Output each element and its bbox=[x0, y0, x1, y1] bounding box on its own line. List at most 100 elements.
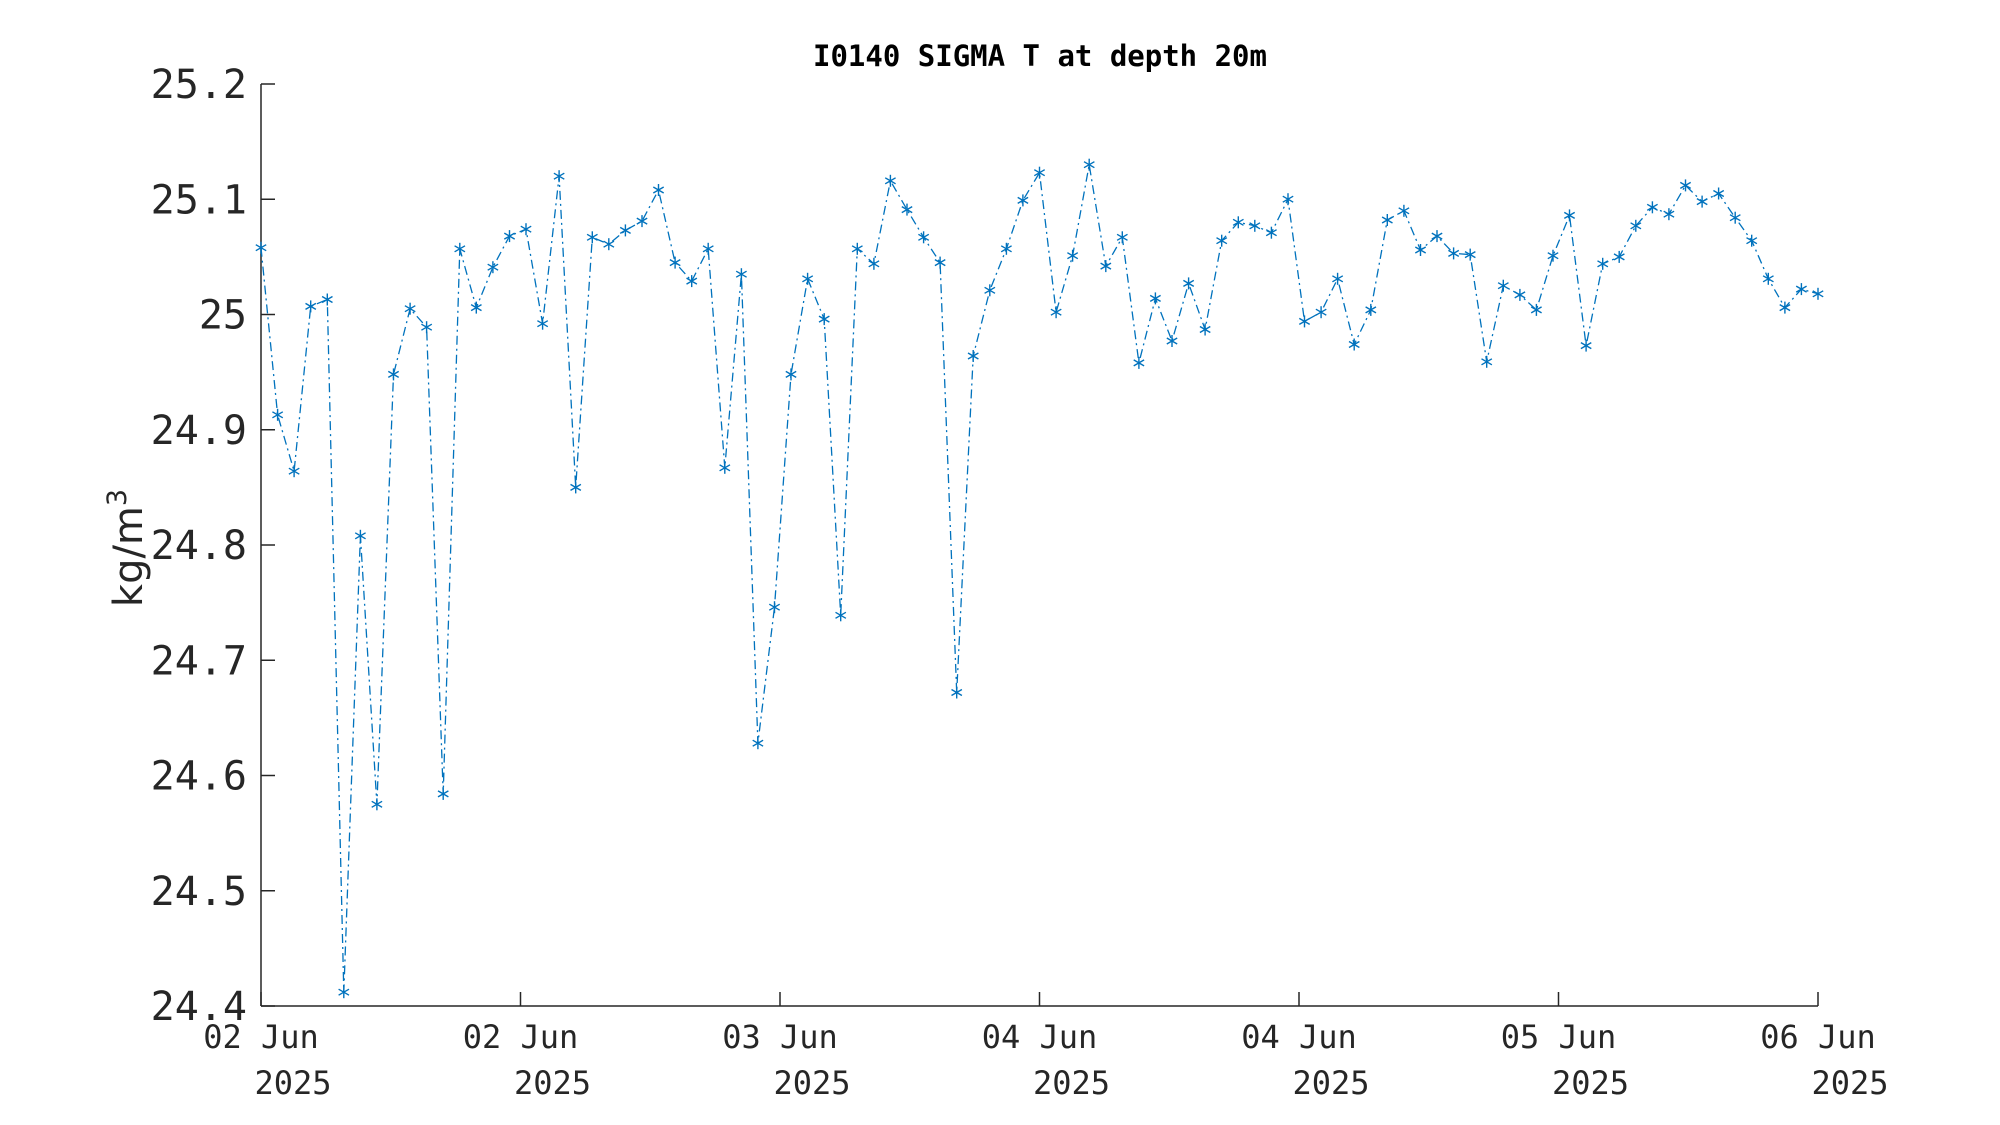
data-point bbox=[686, 275, 698, 288]
data-point bbox=[918, 231, 930, 244]
data-point bbox=[669, 256, 681, 269]
data-point bbox=[487, 261, 499, 274]
y-tick-label: 24.4 bbox=[151, 984, 247, 1030]
data-point bbox=[1232, 216, 1244, 229]
x-tick-label-year: 2025 bbox=[514, 1064, 591, 1102]
data-point bbox=[934, 256, 946, 269]
data-point bbox=[1746, 234, 1758, 247]
data-point bbox=[1149, 292, 1161, 305]
data-point bbox=[1199, 323, 1211, 336]
data-point bbox=[288, 465, 300, 478]
data-point bbox=[570, 481, 582, 494]
data-point bbox=[272, 408, 284, 421]
y-tick-label: 25.2 bbox=[151, 62, 247, 108]
data-point bbox=[1282, 193, 1294, 206]
data-point bbox=[1663, 208, 1675, 221]
data-point bbox=[1398, 204, 1410, 217]
data-point bbox=[652, 184, 665, 196]
data-point bbox=[1696, 195, 1708, 208]
data-point bbox=[1679, 179, 1692, 192]
y-axis-label-text: kg/m bbox=[106, 506, 152, 607]
y-axis-label-superscript: 3 bbox=[102, 489, 133, 506]
data-point bbox=[1365, 303, 1377, 316]
y-tick-label: 25 bbox=[199, 293, 247, 339]
data-point bbox=[1481, 355, 1493, 368]
x-tick-label-day: 03 Jun bbox=[722, 1018, 838, 1056]
data-point bbox=[1315, 306, 1327, 319]
data-point bbox=[1249, 219, 1261, 232]
data-point bbox=[1597, 257, 1609, 270]
data-point bbox=[735, 268, 747, 281]
data-point bbox=[1762, 272, 1774, 285]
y-tick-label: 24.7 bbox=[151, 638, 247, 684]
svg-text:kg/m3: kg/m3 bbox=[102, 489, 152, 607]
x-tick-label-year: 2025 bbox=[254, 1064, 331, 1102]
data-point bbox=[586, 231, 598, 244]
data-point bbox=[752, 737, 764, 750]
x-tick-label-year: 2025 bbox=[773, 1064, 850, 1102]
x-tick-label-day: 06 Jun bbox=[1760, 1018, 1876, 1056]
y-tick-label: 24.6 bbox=[151, 754, 247, 800]
chart-title: I0140 SIGMA T at depth 20m bbox=[813, 39, 1267, 73]
x-tick-label-day: 02 Jun bbox=[203, 1018, 319, 1056]
data-point bbox=[1083, 158, 1095, 171]
data-point bbox=[1332, 272, 1344, 285]
data-point bbox=[1431, 230, 1443, 243]
data-point bbox=[1812, 287, 1824, 300]
data-point bbox=[338, 986, 350, 999]
data-point bbox=[1100, 260, 1112, 273]
y-tick-label: 25.1 bbox=[151, 177, 247, 223]
data-point bbox=[1713, 187, 1725, 200]
data-point bbox=[951, 686, 963, 699]
data-point bbox=[884, 174, 896, 187]
data-point bbox=[1265, 226, 1277, 239]
x-tick-label-day: 04 Jun bbox=[982, 1018, 1098, 1056]
data-point bbox=[901, 203, 913, 216]
y-axis-label: kg/m3 bbox=[102, 489, 152, 607]
data-point bbox=[1514, 288, 1526, 301]
data-point bbox=[421, 321, 433, 334]
data-point bbox=[470, 301, 482, 314]
data-point bbox=[503, 230, 516, 243]
data-point bbox=[1298, 315, 1311, 328]
data-point bbox=[387, 368, 400, 381]
data-point bbox=[1381, 214, 1393, 226]
x-tick-label-day: 04 Jun bbox=[1241, 1018, 1357, 1056]
data-point bbox=[1563, 209, 1576, 222]
data-point bbox=[1448, 247, 1460, 260]
data-point bbox=[553, 170, 565, 183]
x-tick-label-day: 02 Jun bbox=[463, 1018, 579, 1056]
data-point bbox=[868, 257, 880, 270]
data-point bbox=[818, 313, 830, 326]
data-point bbox=[719, 461, 731, 474]
data-point bbox=[835, 609, 847, 622]
x-tick-label-day: 05 Jun bbox=[1501, 1018, 1617, 1056]
data-point bbox=[1547, 249, 1559, 262]
data-point bbox=[967, 350, 979, 362]
data-point bbox=[321, 293, 333, 306]
data-point bbox=[1464, 248, 1476, 261]
data-point bbox=[1133, 356, 1145, 369]
data-point bbox=[1646, 201, 1658, 214]
data-point bbox=[1033, 166, 1046, 179]
data-point bbox=[1116, 231, 1128, 244]
data-point bbox=[1630, 219, 1642, 232]
data-point bbox=[1729, 211, 1741, 224]
data-point bbox=[1530, 303, 1542, 316]
x-tick-label-year: 2025 bbox=[1033, 1064, 1110, 1102]
data-point bbox=[1166, 335, 1178, 347]
data-point bbox=[702, 242, 714, 255]
data-point bbox=[603, 238, 615, 251]
data-point bbox=[1067, 249, 1079, 262]
y-tick-label: 24.9 bbox=[151, 408, 247, 454]
series-line bbox=[260, 164, 1819, 993]
data-point bbox=[1050, 306, 1062, 319]
data-point bbox=[1580, 339, 1592, 352]
data-point bbox=[1017, 194, 1029, 207]
x-tick-label-year: 2025 bbox=[1552, 1064, 1629, 1102]
data-point bbox=[537, 317, 549, 330]
data-point bbox=[520, 223, 532, 236]
data-point bbox=[305, 300, 317, 313]
data-point bbox=[1795, 283, 1807, 296]
